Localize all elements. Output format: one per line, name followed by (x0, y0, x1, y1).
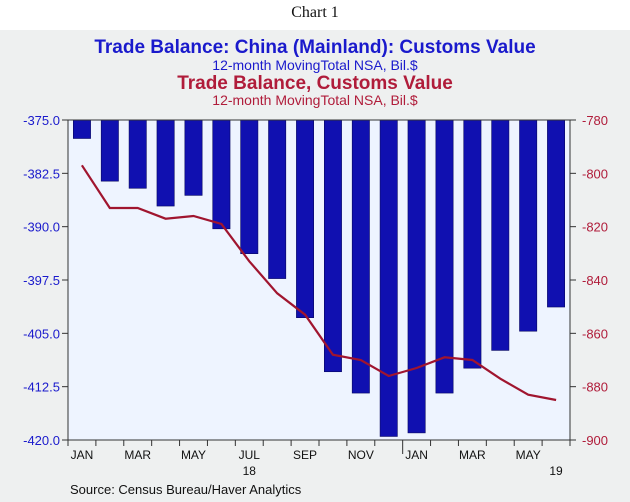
x-axis-tick-label: JAN (71, 448, 94, 462)
x-axis-tick-label: MAR (124, 448, 151, 462)
x-axis-tick-label: JUL (239, 448, 261, 462)
left-axis-tick-label: -397.5 (23, 273, 60, 288)
right-axis-tick-label: -860 (582, 326, 608, 341)
right-axis-tick-label: -880 (582, 380, 608, 395)
line-series (80, 164, 557, 402)
left-series-title: Trade Balance: China (Mainland): Customs… (94, 37, 536, 58)
bar-2018-07 (240, 119, 259, 254)
right-axis-tick-label: -900 (582, 433, 608, 448)
bar-2019-05 (519, 119, 538, 332)
left-axis-tick-label: -405.0 (23, 326, 60, 341)
x-axis-tick-label: JAN (405, 448, 428, 462)
bar-2018-10 (323, 119, 342, 373)
bar-2018-06 (212, 119, 231, 230)
right-series-subtitle: 12-month MovingTotal NSA, Bil.$ (212, 92, 418, 108)
left-series-subtitle: 12-month MovingTotal NSA, Bil.$ (212, 57, 418, 73)
x-axis-tick-label: NOV (348, 448, 374, 462)
bar-2019-04 (491, 119, 510, 351)
bar-2018-12 (379, 119, 398, 437)
bar-2019-02 (435, 119, 454, 394)
page-header (0, 0, 630, 30)
right-axis-tick-label: -800 (582, 166, 608, 181)
bar-2018-08 (268, 119, 287, 279)
bar-2018-11 (351, 119, 370, 394)
bar-2018-04 (156, 119, 175, 207)
bar-2018-03 (128, 119, 147, 189)
bar-2019-06 (547, 119, 566, 308)
bar-2019-03 (463, 119, 482, 369)
bar-2018-02 (100, 119, 119, 182)
x-axis-tick-label: MAY (516, 448, 541, 462)
bar-2018-05 (184, 119, 203, 196)
left-axis-tick-label: -412.5 (23, 380, 60, 395)
left-axis-tick-label: -420.0 (23, 433, 60, 448)
right-series-title: Trade Balance, Customs Value (177, 73, 453, 94)
left-axis-tick-label: -390.0 (23, 220, 60, 235)
right-axis-tick-label: -820 (582, 220, 608, 235)
x-axis-year-label: 19 (549, 464, 563, 478)
source-note: Source: Census Bureau/Haver Analytics (70, 482, 302, 497)
bar-2019-01 (407, 119, 426, 434)
x-axis-tick-label: MAY (181, 448, 206, 462)
x-axis-tick-label: MAR (459, 448, 486, 462)
right-axis-tick-label: -780 (582, 113, 608, 128)
plot-area (68, 120, 570, 440)
bar-2018-01 (72, 119, 91, 139)
left-axis-tick-label: -382.5 (23, 166, 60, 181)
bar-2018-09 (296, 119, 315, 318)
right-axis-tick-label: -840 (582, 273, 608, 288)
left-axis-tick-label: -375.0 (23, 113, 60, 128)
x-axis-year-label: 18 (243, 464, 257, 478)
x-axis-tick-label: SEP (293, 448, 317, 462)
chart-caption: Chart 1 (291, 4, 339, 21)
